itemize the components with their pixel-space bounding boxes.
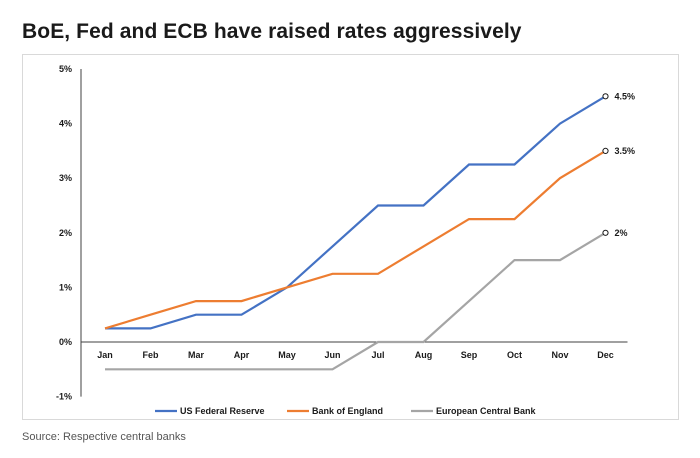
- series-end-marker: [602, 229, 609, 236]
- chart-title: BoE, Fed and ECB have raised rates aggre…: [22, 20, 522, 43]
- y-tick-label: 1%: [59, 282, 72, 292]
- x-tick-label: Aug: [415, 350, 433, 360]
- series-end-marker: [602, 147, 609, 154]
- x-tick-label: Jan: [97, 350, 113, 360]
- y-tick-label: 5%: [59, 64, 72, 74]
- x-tick-label: May: [278, 350, 296, 360]
- legend-label: US Federal Reserve: [180, 406, 265, 416]
- x-tick-label: Jun: [324, 350, 340, 360]
- series-line: [105, 95, 607, 330]
- legend-label: Bank of England: [312, 406, 383, 416]
- x-tick-label: Nov: [551, 350, 568, 360]
- y-tick-label: 0%: [59, 337, 72, 347]
- source-note: Source: Respective central banks: [22, 431, 186, 443]
- chart-frame: [22, 54, 679, 420]
- x-tick-label: Jul: [371, 350, 384, 360]
- series-line: [105, 231, 607, 371]
- x-tick-label: Sep: [461, 350, 478, 360]
- x-tick-label: Feb: [142, 350, 159, 360]
- series-end-label: 3.5%: [615, 146, 636, 156]
- x-tick-label: Apr: [234, 350, 250, 360]
- y-tick-label: -1%: [56, 392, 72, 402]
- series-end-label: 2%: [615, 228, 628, 238]
- y-tick-label: 4%: [59, 119, 72, 129]
- x-tick-label: Dec: [597, 350, 614, 360]
- series-end-marker: [602, 93, 609, 100]
- x-tick-label: Mar: [188, 350, 205, 360]
- series-line: [104, 149, 607, 330]
- legend-label: European Central Bank: [436, 406, 537, 416]
- series-end-label: 4.5%: [615, 91, 636, 101]
- y-tick-label: 3%: [59, 173, 72, 183]
- y-tick-label: 2%: [59, 228, 72, 238]
- x-tick-label: Oct: [507, 350, 522, 360]
